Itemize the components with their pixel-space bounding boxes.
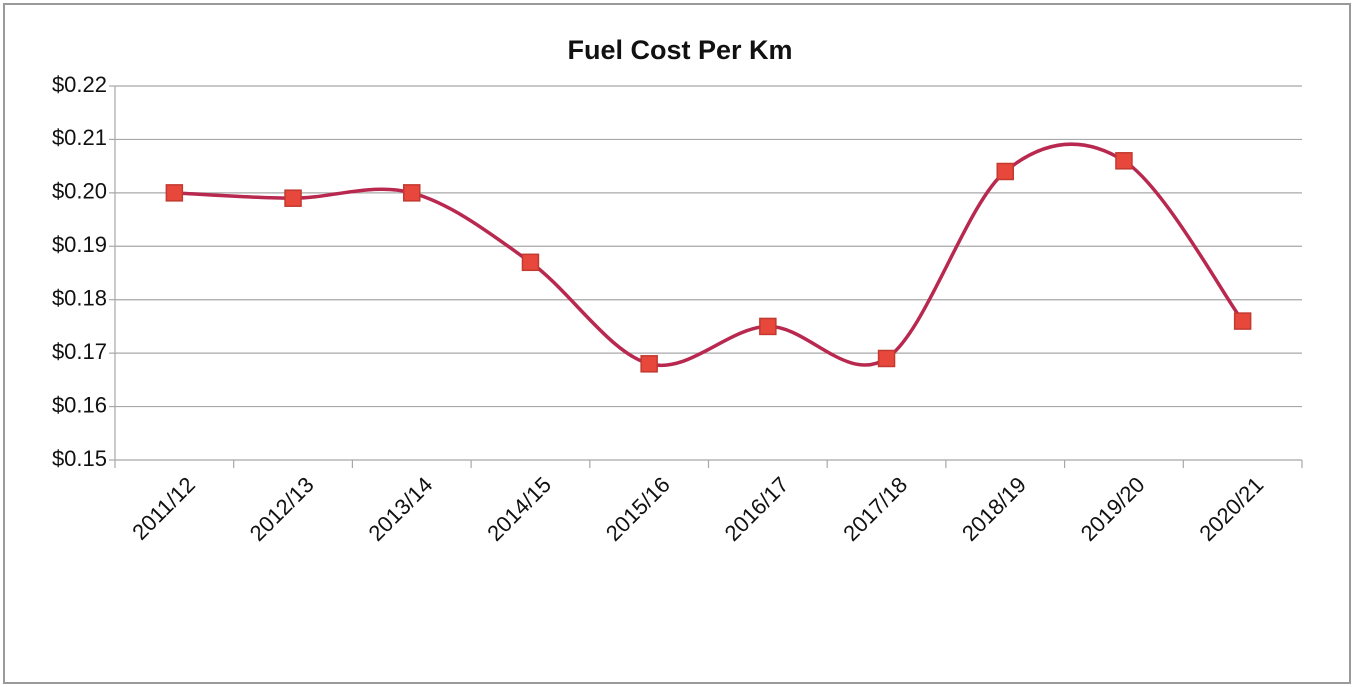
marker xyxy=(403,184,421,202)
marker xyxy=(521,253,540,272)
y-tick-label: $0.21 xyxy=(52,125,107,150)
marker xyxy=(165,184,184,202)
y-tick-label: $0.15 xyxy=(52,446,107,471)
marker xyxy=(996,162,1014,181)
y-tick-label: $0.18 xyxy=(52,286,107,311)
y-tick-label: $0.22 xyxy=(52,72,107,97)
marker xyxy=(1233,312,1252,330)
y-tick-label: $0.16 xyxy=(52,392,107,417)
chart-title: Fuel Cost Per Km xyxy=(567,35,792,65)
marker xyxy=(759,317,777,336)
y-tick-label: $0.19 xyxy=(52,232,107,257)
y-tick-label: $0.17 xyxy=(52,339,107,364)
marker xyxy=(1115,152,1133,170)
chart-frame xyxy=(3,3,1351,684)
marker xyxy=(640,355,658,373)
marker xyxy=(284,189,302,207)
line xyxy=(174,142,1245,368)
y-tick-label: $0.20 xyxy=(52,179,107,204)
marker xyxy=(877,349,896,368)
